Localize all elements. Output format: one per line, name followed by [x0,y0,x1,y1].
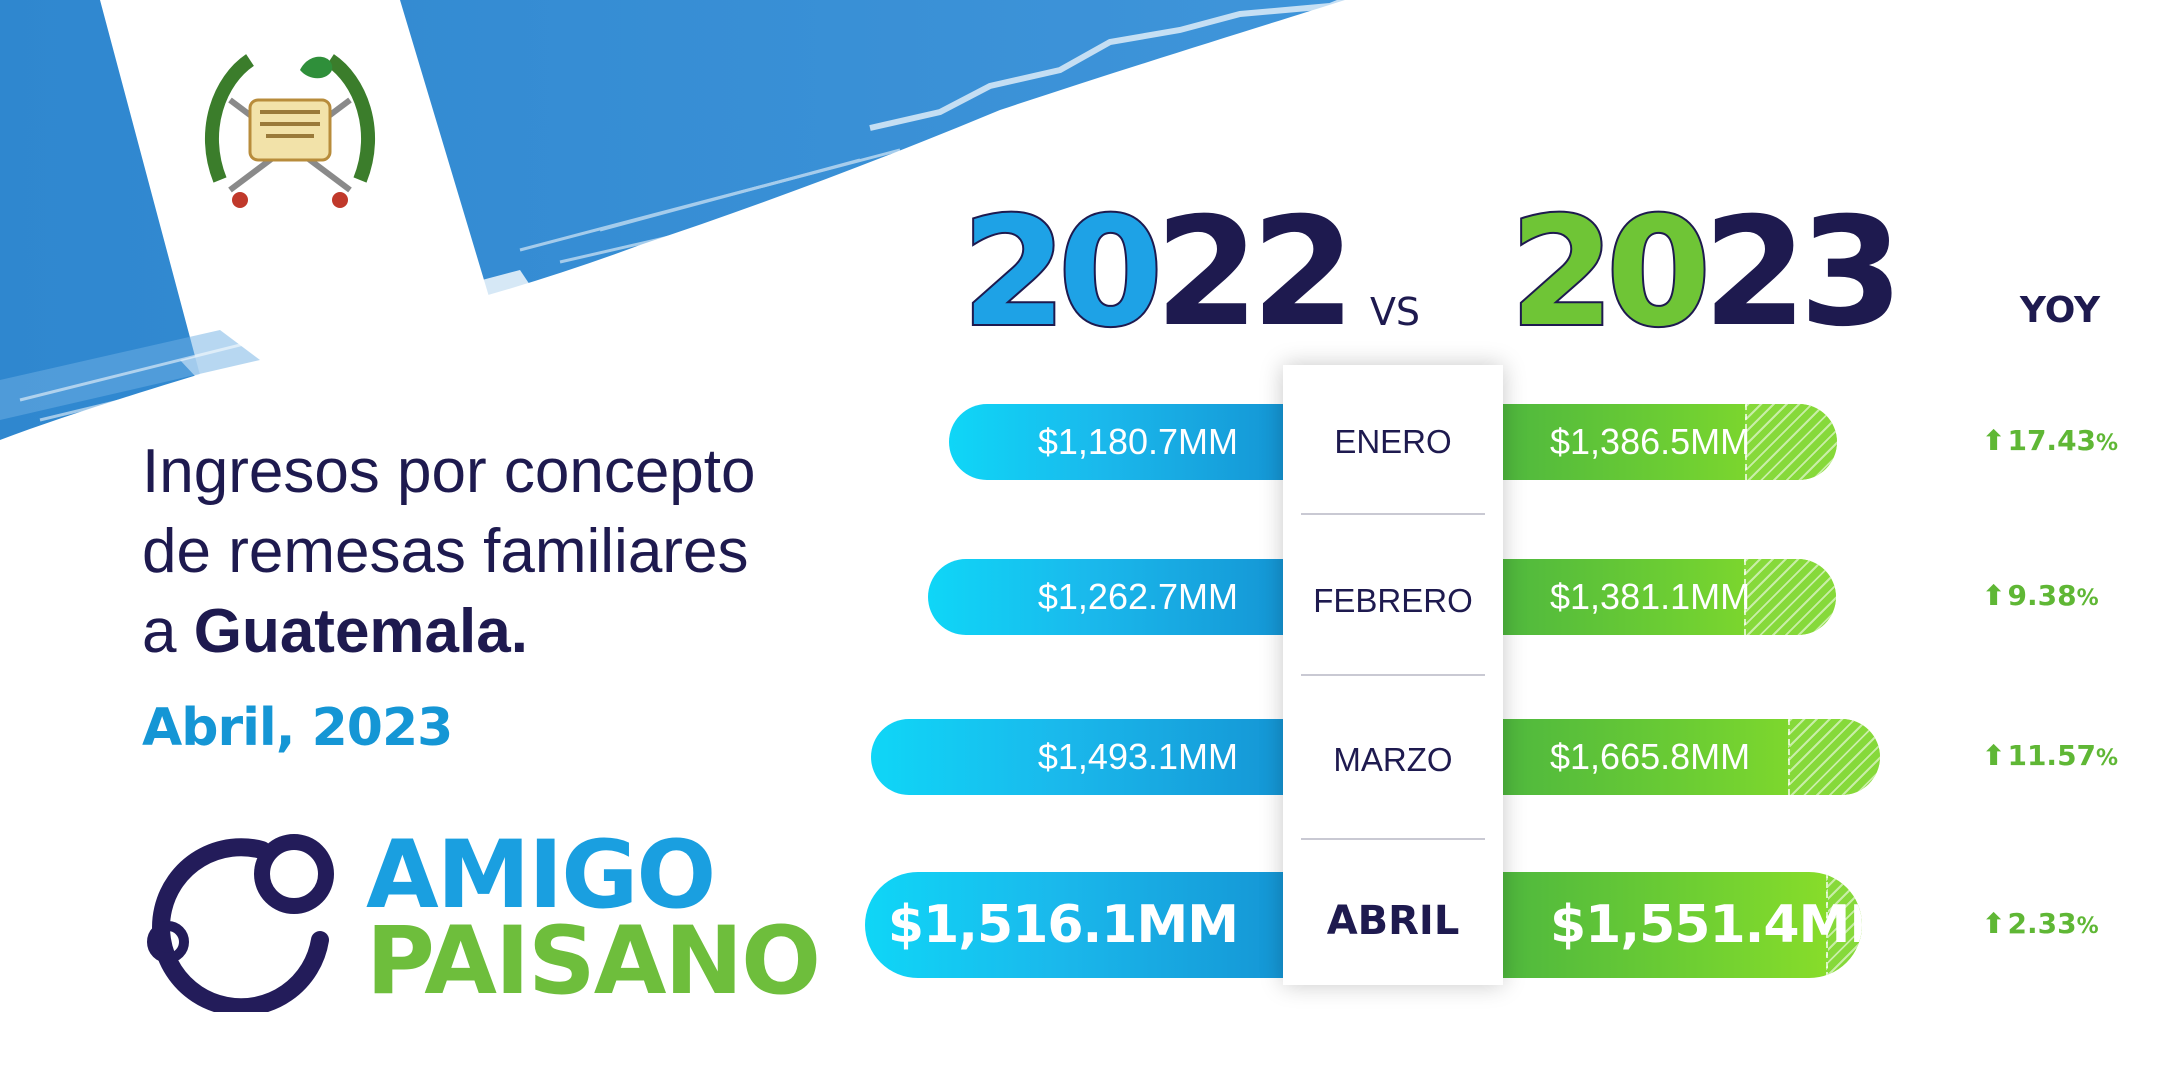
bar-2023-febrero: $1,381.1MM [1502,559,1837,635]
bar-2023-label: $1,386.5MM [1550,421,1751,462]
year-2023-heading: 2023 [1508,196,1903,350]
yoy-number: 17.43 [2007,424,2097,457]
yoy-percent-sign: % [2096,746,2119,771]
bar-2023-growth-segment [1744,559,1837,635]
bar-2022-label: $1,516.1MM [887,895,1239,955]
yoy-percent-sign: % [2076,586,2099,611]
page-title: Ingresos por concepto de remesas familia… [142,432,922,672]
bar-2022-enero: $1,180.7MM [948,404,1284,480]
month-divider [1301,674,1485,676]
year-right-prefix: 20 [1508,186,1713,360]
bar-2023-growth-segment [1826,872,1863,978]
arrow-up-icon: ⬆ [1982,739,2006,772]
bar-2022-label: $1,493.1MM [1037,736,1238,777]
yoy-value-enero: ⬆17.43% [1982,424,2142,457]
arrow-up-icon: ⬆ [1982,424,2006,457]
year-left-prefix: 20 [960,186,1165,360]
bar-2023-growth-segment [1744,404,1837,480]
month-divider [1301,838,1485,840]
bar-2023-label: $1,665.8MM [1550,736,1751,777]
coat-of-arms-icon [205,54,375,208]
month-label-febrero: FEBRERO [1313,582,1473,619]
bar-2023-growth-segment [1788,719,1881,795]
title-line-1: Ingresos por concepto [142,437,756,506]
title-line-2: de remesas familiares [142,517,749,586]
bar-2022-label: $1,180.7MM [1037,421,1238,462]
month-divider [1301,513,1485,515]
bar-2023-label: $1,381.1MM [1550,576,1751,617]
bar-2022-abril: $1,516.1MM [864,872,1284,978]
bar-2022-febrero: $1,262.7MM [928,559,1284,635]
year-left-suffix: 22 [1154,186,1356,360]
yoy-heading: YOY [2019,290,2101,331]
month-label-marzo: MARZO [1333,741,1453,778]
arrow-up-icon: ⬆ [1982,579,2006,612]
title-country: Guatemala. [193,597,528,666]
brand-name-line-2: PAISANO [366,907,821,1016]
yoy-percent-sign: % [2096,431,2119,456]
brand-logo: AMIGO PAISANO [144,821,821,1012]
year-2022-heading: 2022 [960,196,1355,350]
month-card: ENERO FEBRERO MARZO ABRIL [1283,365,1503,985]
period-label: Abril, 2023 [142,698,453,758]
yoy-number: 9.38 [2007,579,2077,612]
bar-2023-marzo: $1,665.8MM [1502,719,1881,795]
yoy-value-febrero: ⬆9.38% [1982,579,2142,612]
bar-2023-abril: $1,551.4MM [1502,872,1863,978]
bar-2023-label: $1,551.4MM [1550,895,1862,955]
yoy-number: 11.57 [2007,739,2097,772]
vs-label: VS [1369,290,1421,334]
title-line-3-prefix: a [142,597,194,666]
brand-name-line-1: AMIGO [366,821,716,930]
yoy-percent-sign: % [2076,914,2099,939]
bar-2022-label: $1,262.7MM [1037,576,1238,617]
amigo-paisano-logo-mark-icon [147,834,334,1012]
yoy-value-abril: ⬆2.33% [1982,907,2142,940]
year-right-suffix: 23 [1702,186,1904,360]
yoy-number: 2.33 [2007,907,2077,940]
arrow-up-icon: ⬆ [1982,907,2006,940]
title-line-3: a Guatemala. [142,592,922,672]
yoy-value-marzo: ⬆11.57% [1982,739,2142,772]
month-label-enero: ENERO [1334,423,1452,460]
month-label-abril: ABRIL [1326,898,1460,944]
bar-2022-marzo: $1,493.1MM [870,719,1284,795]
bar-2023-enero: $1,386.5MM [1502,404,1837,480]
